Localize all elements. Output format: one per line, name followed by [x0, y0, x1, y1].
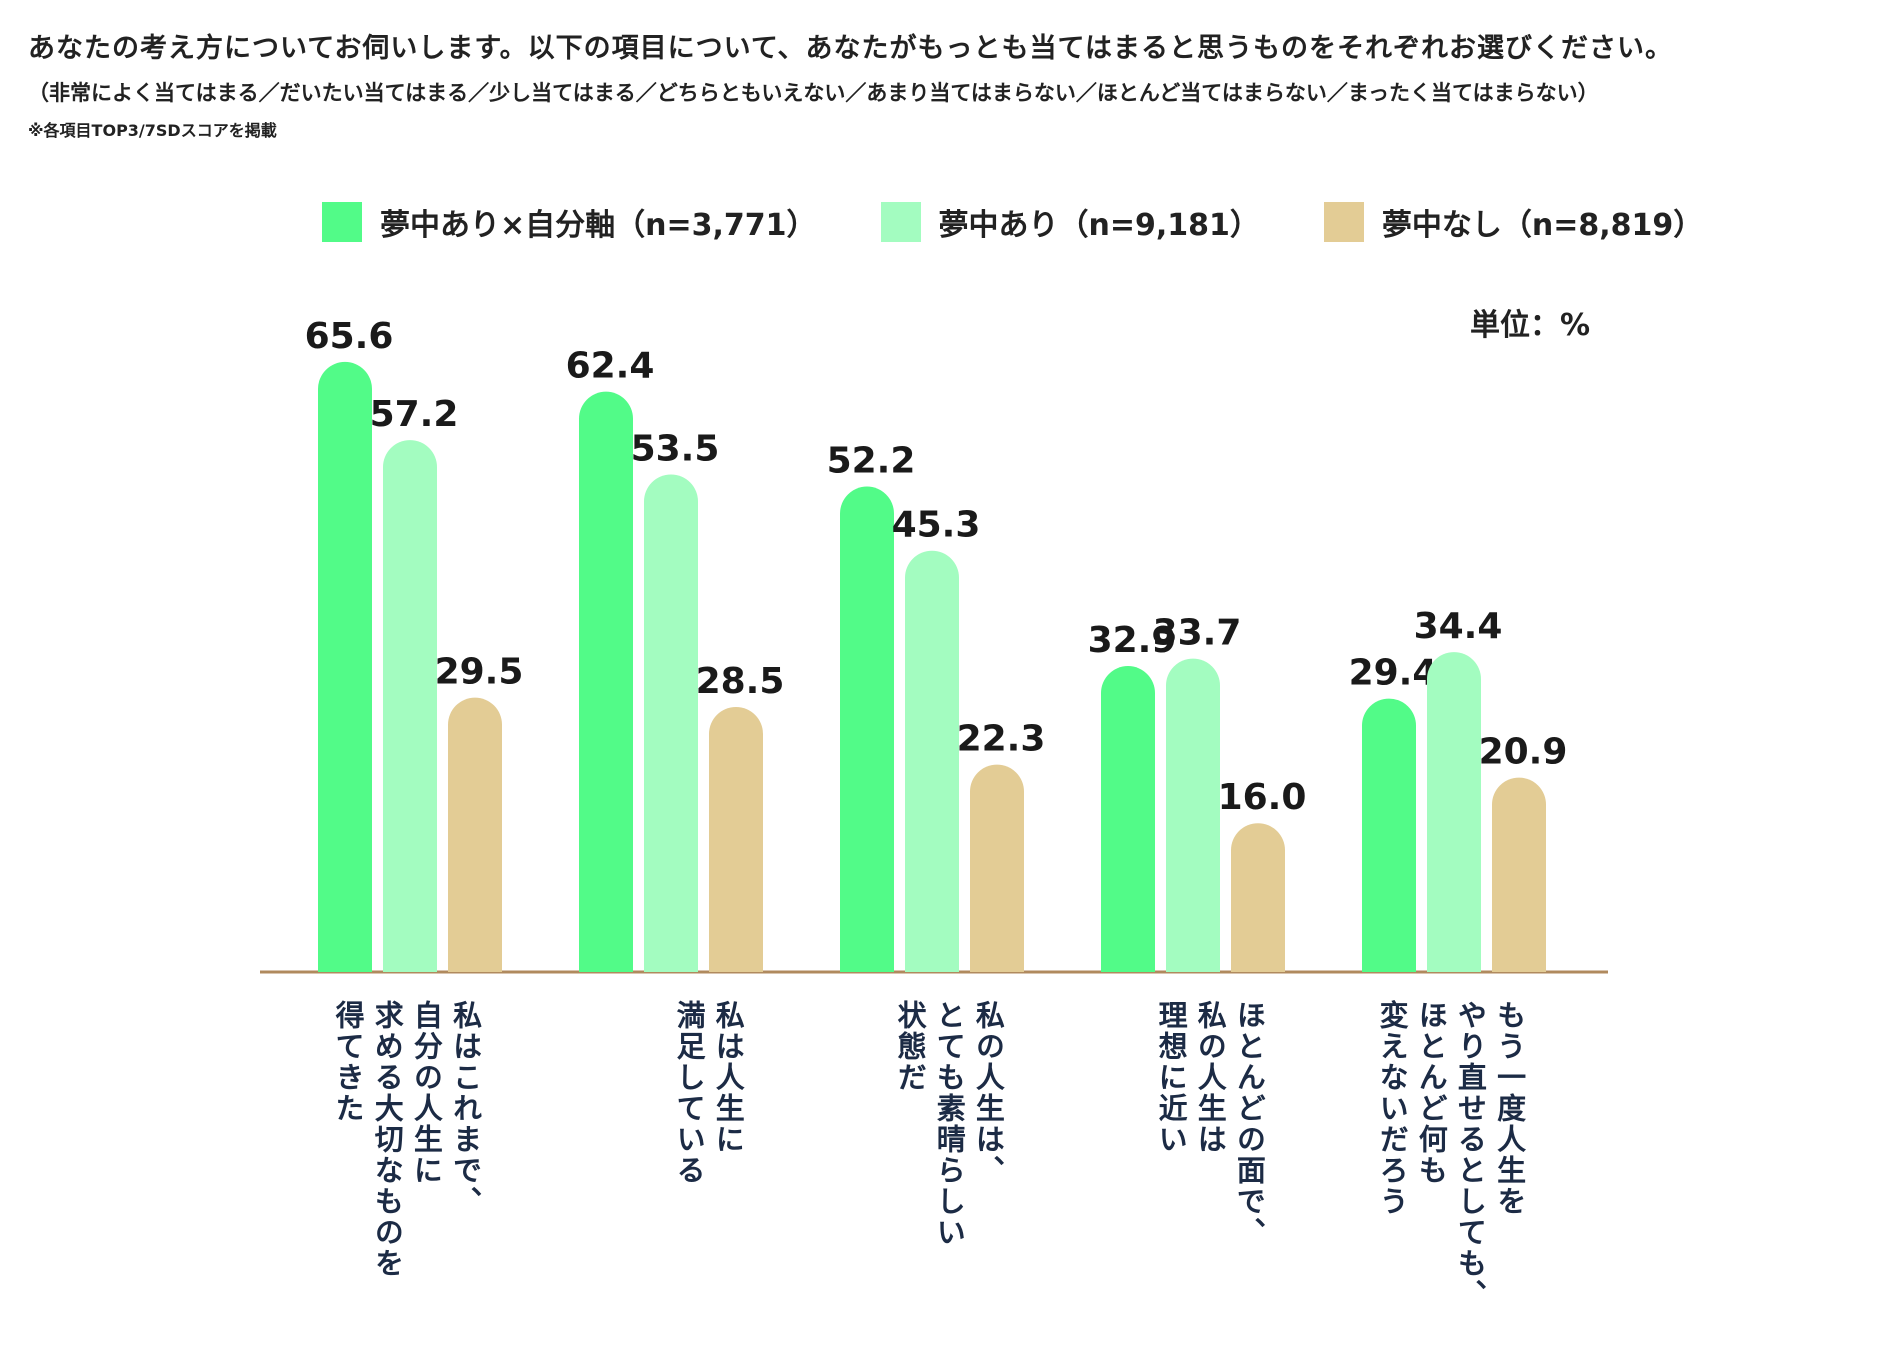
- bar-series3-cat4: [1231, 823, 1285, 972]
- bar-series2-cat3: [905, 550, 959, 972]
- legend-item-series-3: 夢中なし（n=8,819）: [1323, 200, 1704, 244]
- category-label-1: 私はこれまで、 自分の人生に 求める大切なものを 得てきた: [331, 1000, 483, 1279]
- bar-series3-cat1: [448, 697, 502, 972]
- legend-item-series-2: 夢中あり（n=9,181）: [880, 200, 1260, 244]
- value-label-series3-cat1: 29.5: [435, 652, 524, 693]
- unit-label: 単位：%: [1470, 308, 1591, 343]
- legend-swatch-series-1: [322, 202, 362, 242]
- value-label-series2-cat4: 33.7: [1153, 613, 1242, 654]
- value-label-series2-cat3: 45.3: [892, 505, 981, 546]
- question-header: あなたの考え方についてお伺いします。以下の項目について、あなたがもっとも当てはま…: [28, 26, 1673, 141]
- legend-label-series-3: 夢中なし（n=8,819）: [1381, 208, 1704, 243]
- value-label-series2-cat5: 34.4: [1414, 606, 1503, 647]
- chart-legend: 夢中あり×自分軸（n=3,771） 夢中あり（n=9,181） 夢中なし（n=8…: [322, 200, 1767, 244]
- bar-series3-cat5: [1492, 777, 1546, 972]
- bar-series2-cat4: [1166, 658, 1220, 972]
- legend-label-series-2: 夢中あり（n=9,181）: [938, 208, 1260, 243]
- value-label-series3-cat4: 16.0: [1218, 777, 1307, 818]
- bar-series2-cat5: [1427, 652, 1481, 972]
- bar-series1-cat4: [1101, 666, 1155, 972]
- bar-series1-cat5: [1362, 698, 1416, 972]
- bar-series3-cat2: [709, 706, 763, 972]
- value-label-series1-cat5: 29.4: [1349, 653, 1438, 694]
- question-text: あなたの考え方についてお伺いします。以下の項目について、あなたがもっとも当てはま…: [28, 33, 1673, 64]
- value-label-series1-cat3: 52.2: [827, 441, 916, 482]
- legend-swatch-series-2: [880, 202, 921, 242]
- bar-series2-cat2: [644, 474, 698, 972]
- category-label-5: もう一度人生を やり直せるとしても、 ほとんど何も 変えないだろう: [1375, 1000, 1527, 1310]
- category-label-3: 私の人生は、 とても素晴らしい 状態だ: [893, 1000, 1006, 1248]
- score-note: ※各項目TOP3/7SDスコアを掲載: [28, 121, 277, 140]
- value-label-series1-cat2: 62.4: [566, 346, 655, 387]
- answer-options-text: （非常によく当てはまる／だいたい当てはまる／少し当てはまる／どちらともいえない／…: [28, 81, 1599, 105]
- legend-swatch-series-3: [1323, 202, 1364, 242]
- value-label-series1-cat4: 32.9: [1088, 620, 1177, 661]
- category-label-2: 私は人生に 満足している: [672, 1000, 746, 1186]
- bar-series1-cat2: [579, 391, 633, 972]
- bar-series2-cat1: [383, 440, 437, 972]
- bar-series1-cat1: [318, 361, 372, 972]
- legend-label-series-1: 夢中あり×自分軸（n=3,771）: [380, 208, 817, 243]
- value-label-series1-cat1: 65.6: [305, 316, 394, 357]
- legend-item-series-1: 夢中あり×自分軸（n=3,771）: [322, 200, 817, 244]
- bar-series1-cat3: [840, 486, 894, 972]
- value-label-series2-cat1: 57.2: [370, 394, 459, 435]
- value-label-series2-cat2: 53.5: [631, 428, 720, 469]
- category-label-4: ほとんどの面で、 私の人生は 理想に近い: [1154, 1000, 1267, 1248]
- value-label-series3-cat5: 20.9: [1479, 732, 1568, 773]
- bar-series3-cat3: [970, 764, 1024, 972]
- value-label-series3-cat2: 28.5: [696, 661, 785, 702]
- value-label-series3-cat3: 22.3: [957, 719, 1046, 760]
